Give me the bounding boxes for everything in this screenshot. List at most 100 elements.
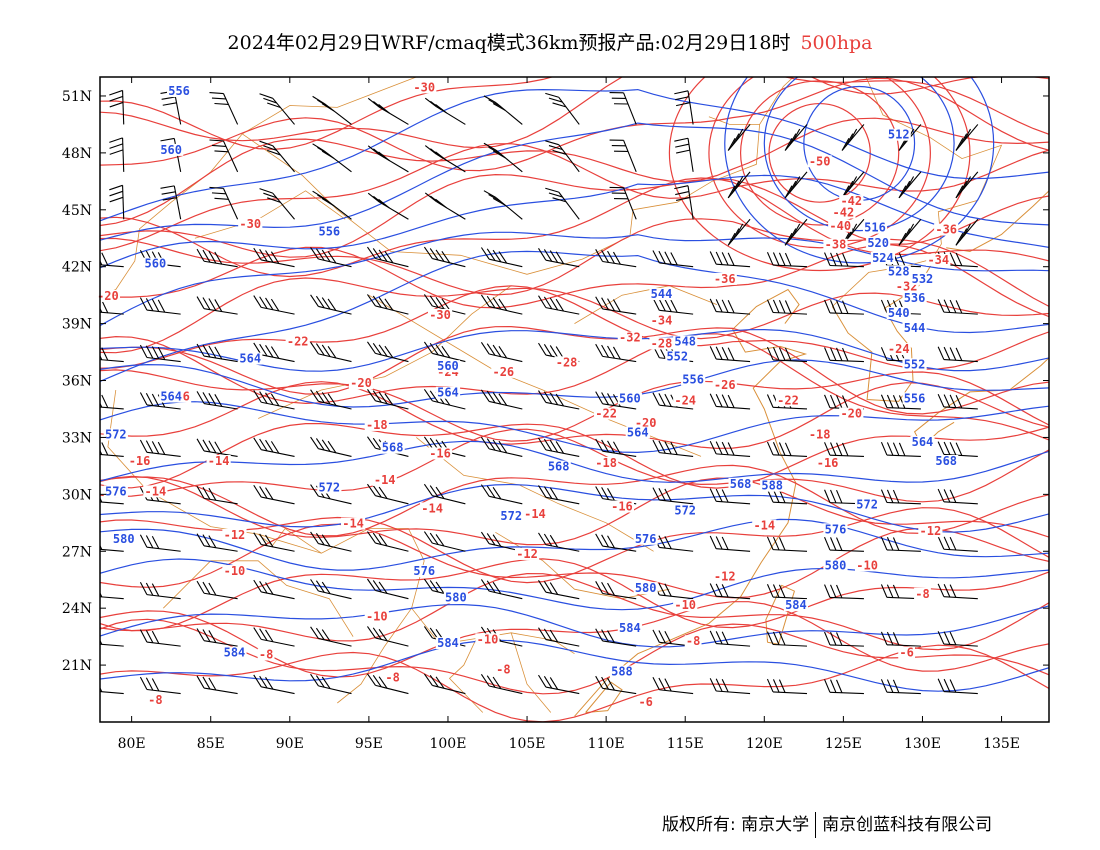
temperature-label-bg [475,633,500,646]
temperature-label: -18 [809,427,831,441]
temperature-isotherm [100,333,1049,441]
height-label-bg [823,559,848,572]
wind-barb [100,544,124,552]
y-tick-label: 33N [62,430,92,446]
height-label-bg [546,460,571,473]
coastline [585,681,623,713]
height-label-bg [159,390,184,403]
wind-barb [709,440,751,457]
wind-barb [937,583,978,600]
wind-barb [259,188,295,220]
temperature-labels: -50-30-30-42-42-40-38-36-34-32-36-34-32-… [95,80,959,709]
height-label-bg [633,582,658,595]
temperature-label-bg [649,314,674,327]
height-label-bg [111,532,136,545]
temperature-label-bg [146,694,164,707]
height-label-bg [143,257,168,270]
wind-barb [709,393,751,410]
height-label: 528 [888,264,910,278]
border-line [257,527,322,554]
wind-barb [538,437,580,457]
height-label: 564 [239,352,261,366]
wind-barb [367,626,409,647]
wind-barb [196,248,238,268]
height-label-bg [435,386,461,399]
wind-barb [160,185,182,220]
temperature-label-bg [617,331,642,344]
wind-barb [538,674,580,695]
wind-barb [674,137,694,172]
temperature-label: -8 [385,670,399,684]
height-label-bg [910,436,935,449]
wind-barb [709,630,751,647]
temperature-label-bg [143,485,168,498]
height-contour [100,88,1049,222]
wind-barb [423,531,466,552]
height-label: 564 [437,386,459,400]
wind-barb [253,579,295,600]
wind-barb [480,247,523,268]
wind-barb [709,488,751,505]
temperature-label: -34 [927,253,949,267]
wind-barb [937,393,978,410]
temperature-label: -30 [239,217,261,231]
height-label-bg [870,252,896,265]
temperature-label-bg [594,456,619,469]
temperature-label: -42 [833,205,855,219]
height-label: 516 [864,221,886,235]
temperature-label-bg [752,519,777,532]
wind-barb [100,252,124,268]
height-label-bg [673,335,698,348]
temperature-label: -10 [366,610,388,624]
height-label: 548 [674,334,696,348]
temperature-label-bg [684,635,702,648]
wind-barb [109,137,125,172]
wind-barb [253,295,295,315]
axes: 80E 85E 90E 95E 100E 105E 110E 115E 120E 125E 130E… [62,77,1049,752]
wind-barb [209,186,239,220]
temperature-label-bg [934,223,959,236]
temperature-label: -38 [825,238,847,252]
height-label: 568 [382,441,404,455]
height-label-bg [728,477,753,490]
wind-barb [609,139,637,173]
wind-barb [480,294,523,315]
height-label: 576 [413,564,435,578]
wind-barb [196,675,238,695]
temperature-label-bg [348,377,374,390]
wind-barb [310,531,352,552]
wind-barb [253,437,295,457]
height-label-bg [902,322,927,335]
height-label: 520 [867,236,889,250]
height-label: 532 [912,272,934,286]
height-label-bg [380,441,405,454]
wind-barb [310,626,352,647]
wind-barb [253,247,295,268]
height-label-bg [823,523,848,536]
border-line [194,190,346,239]
temperature-label-bg [673,599,698,612]
wind-barb [480,389,523,410]
wind-barb [483,142,523,173]
y-tick-label: 45N [62,203,92,219]
wind-barb [538,532,580,552]
height-label: 544 [904,321,926,335]
height-contour [100,639,1049,692]
wind-barb [766,252,808,268]
temperature-label-bg [673,394,698,407]
wind-barb [727,124,751,151]
temperature-isotherm [100,423,1049,489]
temperature-label: -14 [524,507,546,521]
wind-barb [709,298,751,315]
wind-barb [424,145,466,173]
height-closed-contour [724,77,995,264]
temperature-isotherm [100,117,1049,227]
wind-barb [937,299,978,315]
border-line [258,285,512,419]
x-tick-label: 130E [904,736,941,752]
height-label-bg [317,481,342,494]
y-tick-label: 48N [62,146,92,162]
height-label-bg [625,426,650,439]
height-label: 564 [912,435,934,449]
